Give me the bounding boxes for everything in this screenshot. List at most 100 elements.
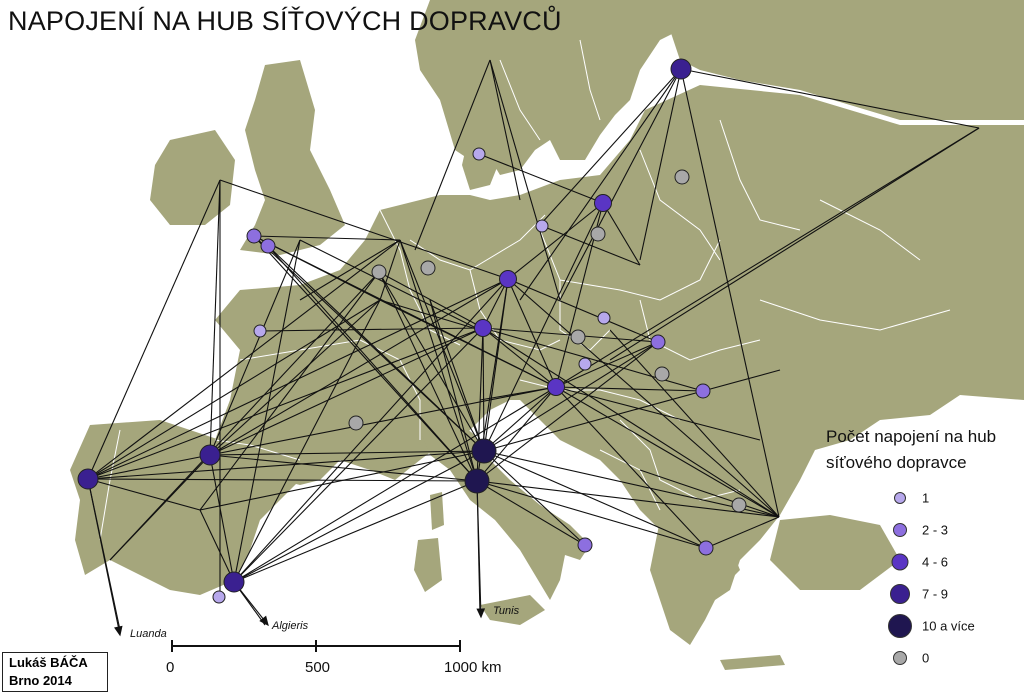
hub-node-madrid <box>199 444 221 466</box>
hub-node-brussels <box>371 264 387 280</box>
route-line <box>87 239 401 480</box>
route-line <box>259 327 484 332</box>
route-line <box>199 509 235 583</box>
legend-label-10-plus: 10 a více <box>922 618 975 634</box>
route-line <box>209 386 557 456</box>
legend-title-line-1: Počet napojení na hub <box>826 427 997 446</box>
route-line <box>489 59 561 301</box>
route-line <box>483 450 780 518</box>
route-line <box>209 454 235 583</box>
route-line <box>233 239 301 583</box>
destination-label-tunis: Tunis <box>493 605 520 617</box>
route-line <box>705 516 780 549</box>
destination-arrowhead <box>259 615 269 627</box>
route-line <box>233 386 557 583</box>
hub-node-frankfurt <box>420 260 436 276</box>
legend-label-2-3: 2 - 3 <box>922 522 949 538</box>
route-line <box>541 225 641 266</box>
hub-nodes <box>77 58 747 604</box>
hub-node-milan <box>471 438 497 464</box>
destination-label-luanda: Luanda <box>130 628 167 640</box>
route-line <box>479 386 557 401</box>
author-name: Lukáš BÁČA <box>9 655 88 670</box>
hub-node-kiev <box>654 366 670 382</box>
greece-land <box>650 520 740 645</box>
route-line <box>555 341 659 388</box>
route-line <box>378 271 484 329</box>
route-line <box>414 59 491 251</box>
hub-node-minsk <box>590 226 606 242</box>
route-line <box>555 386 780 518</box>
route-line <box>483 386 557 452</box>
route-line <box>507 278 659 343</box>
legend-item-10-plus: 10 a více <box>826 610 1018 642</box>
route-line <box>483 341 659 452</box>
legend-title-line-2: síťového dopravce <box>826 453 967 472</box>
hub-node-bucharest <box>695 383 711 399</box>
route-line <box>476 480 780 518</box>
route-line <box>253 235 478 482</box>
route-line <box>299 239 401 301</box>
route-line <box>109 271 380 561</box>
destination-arrows <box>87 478 486 637</box>
route-line <box>483 390 704 452</box>
legend-label-1: 1 <box>922 490 930 506</box>
sicily-land <box>480 595 545 625</box>
route-line <box>219 179 509 280</box>
route-line <box>476 480 586 546</box>
route-line <box>199 271 380 511</box>
route-line <box>429 299 478 482</box>
legend-label-0: 0 <box>922 650 930 666</box>
legend-item-7-9: 7 - 9 <box>826 578 1018 610</box>
author-credit: Lukáš BÁČA Brno 2014 <box>2 652 108 692</box>
hub-node-gibraltar <box>212 590 226 604</box>
turkey-land <box>770 515 900 590</box>
legend-symbol-0 <box>893 651 907 665</box>
legend-item-4-6: 4 - 6 <box>826 546 1018 578</box>
hub-node-helsinki <box>670 58 692 80</box>
route-line <box>482 327 485 452</box>
route-line <box>429 299 485 452</box>
route-line <box>489 59 521 201</box>
route-line <box>87 179 221 480</box>
legend-item-2-3: 2 - 3 <box>826 514 1018 546</box>
hub-node-berlinW <box>535 219 549 233</box>
route-line <box>378 271 478 482</box>
route-line <box>639 68 682 261</box>
route-line <box>87 478 478 482</box>
route-line <box>482 327 659 343</box>
map-title: NAPOJENÍ NA HUB SÍŤOVÝCH DOPRAVCŮ <box>8 6 562 36</box>
destination-arrow-line <box>476 480 482 618</box>
hub-node-riga <box>674 169 690 185</box>
route-line <box>680 68 980 129</box>
route-line <box>559 68 682 301</box>
hub-node-copenhagen <box>472 147 486 161</box>
route-line <box>476 341 659 482</box>
scale-bar <box>171 640 461 652</box>
route-line <box>87 478 201 511</box>
route-line <box>233 278 509 583</box>
crete-land <box>720 655 785 670</box>
scale-label-500: 500 <box>305 659 331 676</box>
route-line <box>482 327 780 518</box>
ireland-land <box>150 130 235 225</box>
route-line <box>233 450 485 583</box>
hub-node-istanbul <box>731 497 747 513</box>
hub-node-budapestN <box>597 311 611 325</box>
route-line <box>476 386 557 482</box>
legend-symbol-7-9 <box>890 584 910 604</box>
britain-land <box>240 60 345 255</box>
route-line <box>253 235 401 241</box>
route-line <box>209 454 478 482</box>
hub-node-bratislava <box>570 329 586 345</box>
route-line <box>209 278 509 456</box>
hub-node-lisbon <box>77 468 99 490</box>
route-line <box>482 327 557 388</box>
author-place-year: Brno 2014 <box>9 673 72 688</box>
route-line <box>233 299 381 583</box>
route-line <box>555 127 980 388</box>
route-line <box>555 386 704 392</box>
route-line <box>87 450 485 480</box>
corsica-land <box>430 492 444 530</box>
route-line <box>539 68 682 226</box>
